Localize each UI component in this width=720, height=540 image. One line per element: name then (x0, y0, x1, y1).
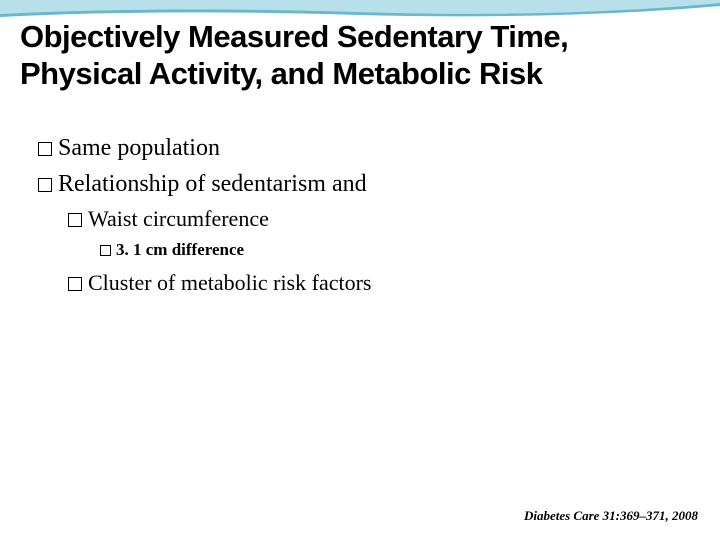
bullet-level1-item: Same population (38, 132, 720, 166)
bullet-text: Relationship of sedentarism and (58, 171, 367, 197)
bullet-text: Cluster of metabolic risk factors (88, 270, 371, 295)
square-bullet-icon (68, 213, 82, 227)
slide-body: Same population Relationship of sedentar… (0, 102, 720, 299)
title-line-2: Physical Activity, and Metabolic Risk (20, 55, 700, 92)
bullet-text: Waist circumference (88, 206, 269, 231)
bullet-level1-item: Relationship of sedentarism and (38, 168, 720, 202)
square-bullet-icon (38, 178, 52, 192)
square-bullet-icon (100, 245, 111, 256)
bullet-level2-item: Waist circumference (68, 204, 720, 235)
square-bullet-icon (38, 142, 52, 156)
bullet-text: Same population (58, 135, 220, 161)
bullet-level3-item: 3. 1 cm difference (100, 238, 720, 262)
slide-title: Objectively Measured Sedentary Time, Phy… (0, 0, 720, 102)
bullet-level2-item: Cluster of metabolic risk factors (68, 268, 720, 299)
square-bullet-icon (68, 277, 82, 291)
citation-footer: Diabetes Care 31:369–371, 2008 (524, 508, 698, 524)
bullet-text: 3. 1 cm difference (116, 240, 244, 259)
title-line-1: Objectively Measured Sedentary Time, (20, 18, 700, 55)
